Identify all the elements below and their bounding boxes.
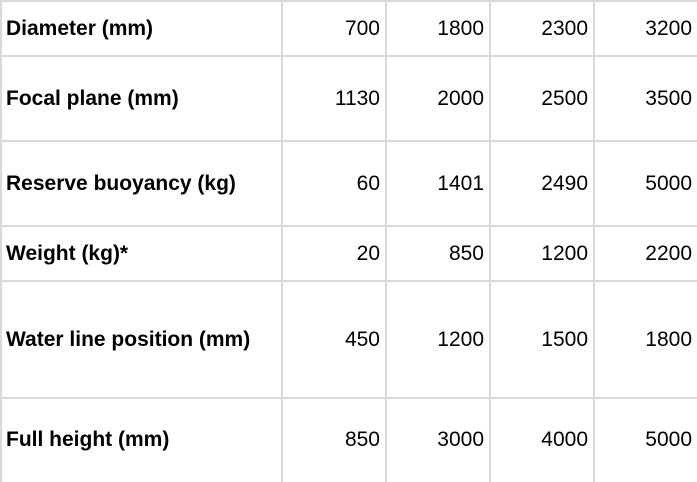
cell-value: 5000: [593, 397, 697, 482]
cell-value: 2000: [385, 55, 491, 142]
cell-value: 1500: [489, 280, 595, 399]
cell-value: 20: [281, 225, 387, 282]
table-row: Full height (mm) 850 3000 4000 5000: [0, 397, 697, 482]
cell-value: 1130: [281, 55, 387, 142]
table-row: Diameter (mm) 700 1800 2300 3200: [0, 0, 697, 57]
table-row: Water line position (mm) 450 1200 1500 1…: [0, 280, 697, 399]
table-row: Reserve buoyancy (kg) 60 1401 2490 5000: [0, 140, 697, 227]
cell-value: 1200: [385, 280, 491, 399]
cell-value: 2500: [489, 55, 595, 142]
cell-value: 3000: [385, 397, 491, 482]
cell-value: 5000: [593, 140, 697, 227]
table-row: Focal plane (mm) 1130 2000 2500 3500: [0, 55, 697, 142]
cell-value: 4000: [489, 397, 595, 482]
cell-value: 60: [281, 140, 387, 227]
cell-value: 3500: [593, 55, 697, 142]
cell-value: 850: [281, 397, 387, 482]
cell-value: 450: [281, 280, 387, 399]
table-row: Weight (kg)* 20 850 1200 2200: [0, 225, 697, 282]
cell-value: 2300: [489, 0, 595, 57]
row-label: Weight (kg)*: [0, 225, 283, 282]
cell-value: 2490: [489, 140, 595, 227]
cell-value: 1401: [385, 140, 491, 227]
row-label: Water line position (mm): [0, 280, 283, 399]
row-label: Focal plane (mm): [0, 55, 283, 142]
cell-value: 700: [281, 0, 387, 57]
row-label: Reserve buoyancy (kg): [0, 140, 283, 227]
cell-value: 850: [385, 225, 491, 282]
cell-value: 1800: [385, 0, 491, 57]
cell-value: 1200: [489, 225, 595, 282]
row-label: Full height (mm): [0, 397, 283, 482]
cell-value: 2200: [593, 225, 697, 282]
row-label: Diameter (mm): [0, 0, 283, 57]
cell-value: 3200: [593, 0, 697, 57]
cell-value: 1800: [593, 280, 697, 399]
